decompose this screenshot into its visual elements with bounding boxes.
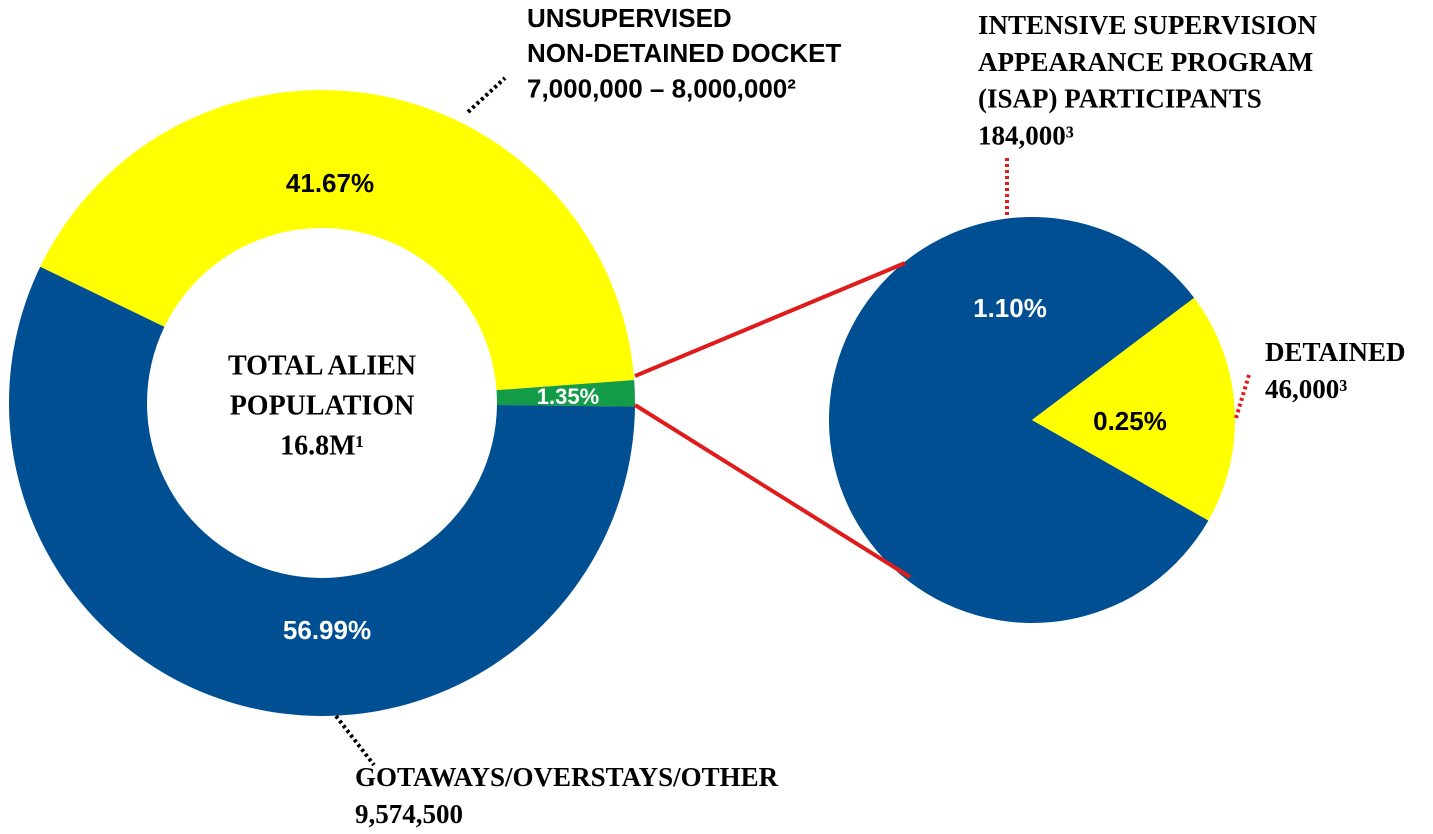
slice [496,380,635,407]
leader-line [1234,374,1251,419]
slice [1032,297,1236,521]
slice [8,266,635,717]
category-label: INTENSIVE SUPERVISION [978,10,1317,40]
value-label: 41.67% [286,168,374,198]
leader-line [466,76,507,114]
category-label: NON-DETAINED DOCKET [527,38,842,68]
leaders [334,76,1251,767]
value-label: 1.35% [537,384,599,409]
category-label: DETAINED [1265,337,1406,367]
center-label: POPULATION [230,390,415,421]
slice [40,90,635,391]
value-label: 1.10% [973,293,1047,323]
count-label: 184,000³ [978,120,1074,150]
center-label: 16.8M¹ [280,430,364,461]
value-label: 0.25% [1093,406,1167,436]
category-label: UNSUPERVISED [527,3,732,33]
category-label: (ISAP) PARTICIPANTS [978,84,1262,114]
count-label: 46,000³ [1265,374,1347,404]
slice [829,216,1209,623]
leader-line [334,714,376,767]
connector-line [634,261,906,378]
count-label: 7,000,000 – 8,000,000² [527,74,796,104]
center-label: TOTAL ALIEN [228,350,416,381]
value-label: 56.99% [283,615,371,645]
count-label: 9,574,500 [355,799,463,829]
category-label: APPEARANCE PROGRAM [978,47,1313,77]
connector-line [633,403,912,579]
category-label: GOTAWAYS/OVERSTAYS/OTHER [355,762,779,792]
